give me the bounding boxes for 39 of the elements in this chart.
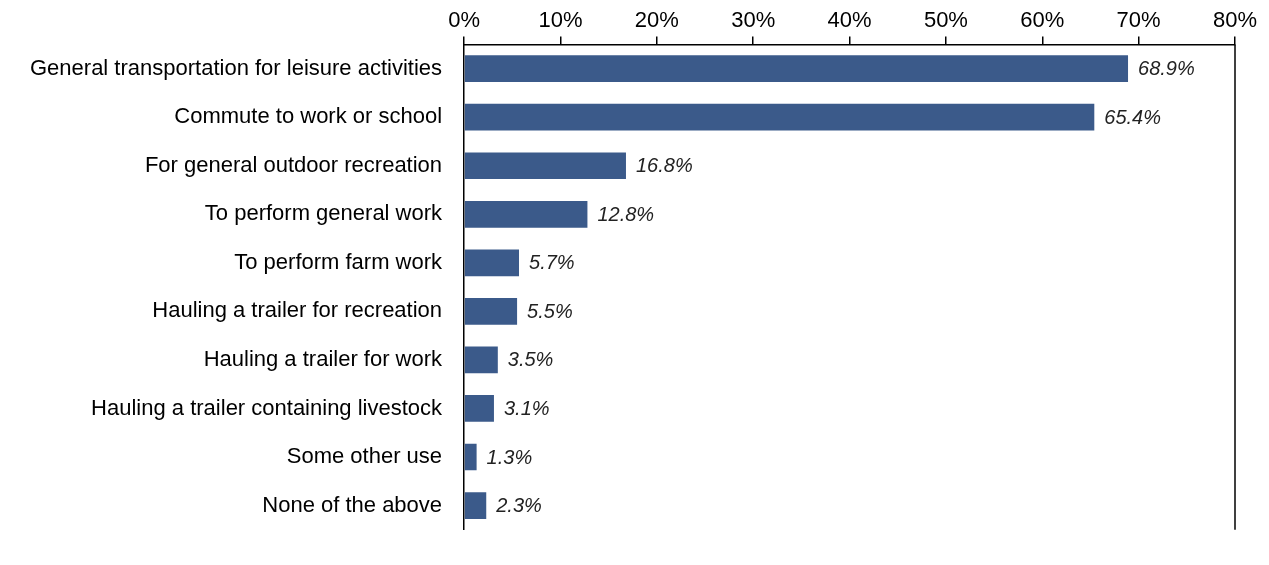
y-tick-label: Commute to work or school: [174, 103, 443, 129]
x-tick-label: 40%: [827, 7, 872, 33]
x-tick-label: 60%: [1020, 7, 1065, 33]
x-tick-label: 50%: [923, 7, 968, 33]
data-label: 68.9%: [1138, 57, 1195, 80]
bar: [464, 249, 520, 277]
bar: [464, 395, 494, 422]
x-tick-label: 0%: [448, 7, 480, 33]
data-label: 3.5%: [507, 348, 554, 371]
y-tick-label: To perform farm work: [234, 248, 444, 274]
bar: [464, 103, 1095, 131]
x-tick-label: 20%: [634, 7, 679, 33]
y-tick-label: Hauling a trailer for recreation: [152, 297, 443, 323]
data-label: 2.3%: [495, 494, 542, 517]
data-label: 5.5%: [527, 299, 573, 322]
data-label: 5.7%: [529, 251, 575, 274]
data-label: 16.8%: [635, 154, 693, 177]
x-tick-label: 80%: [1212, 7, 1258, 33]
bar: [464, 492, 487, 519]
y-tick-label: Hauling a trailer for work: [203, 345, 444, 371]
x-tick-label: 30%: [731, 7, 776, 33]
y-tick-label: To perform general work: [204, 200, 444, 226]
x-tick-label: 70%: [1116, 7, 1161, 33]
y-tick-label: For general outdoor recreation: [144, 151, 443, 177]
bar: [464, 200, 588, 228]
bar: [464, 152, 626, 180]
y-tick-label: Some other use: [286, 443, 443, 469]
y-tick-label: General transportation for leisure activities: [29, 54, 443, 80]
y-tick-label: None of the above: [262, 491, 443, 517]
x-tick-label: 10%: [538, 7, 583, 33]
bar: [464, 55, 1129, 83]
y-tick-label: Hauling a trailer containing livestock: [91, 394, 444, 420]
data-label: 12.8%: [597, 202, 655, 225]
bar: [464, 298, 518, 325]
data-label: 1.3%: [486, 445, 533, 468]
bar: [464, 443, 477, 471]
data-label: 65.4%: [1104, 105, 1162, 128]
data-label: 3.1%: [503, 397, 550, 420]
bar: [464, 346, 498, 374]
